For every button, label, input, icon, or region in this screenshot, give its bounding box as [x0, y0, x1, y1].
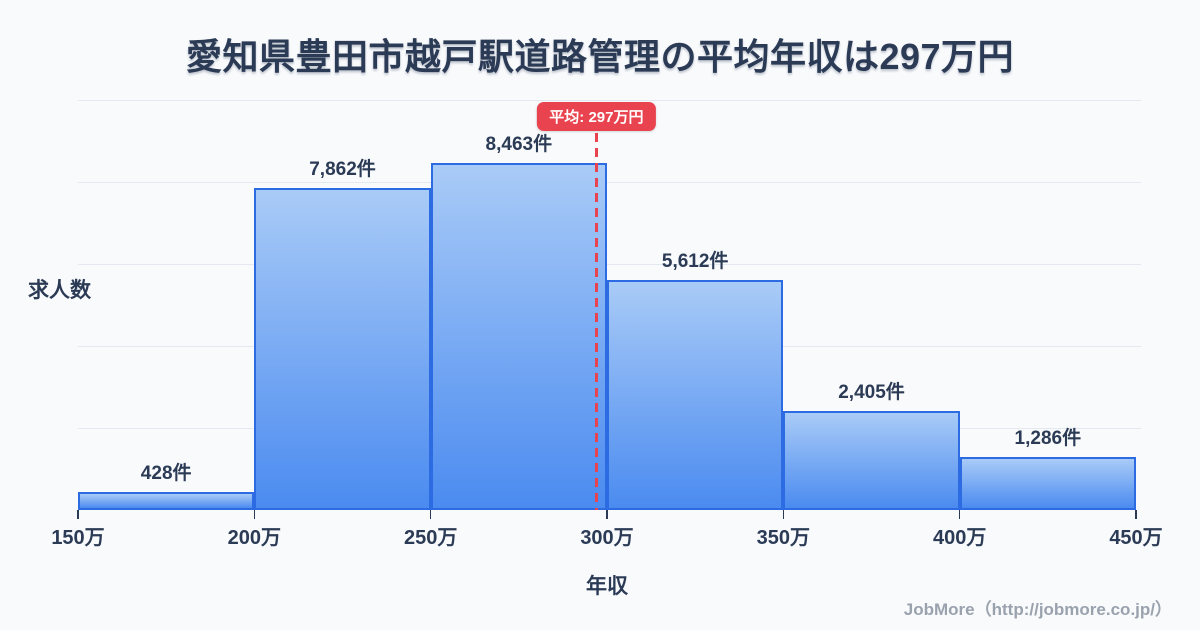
- histogram-bar: [607, 279, 784, 510]
- x-axis-title: 年収: [586, 575, 628, 598]
- y-axis-title: 求人数: [28, 279, 91, 302]
- x-tick-label: 150万: [51, 527, 105, 549]
- histogram-bar: [78, 492, 255, 510]
- x-axis-tick: [782, 510, 785, 519]
- mean-value-badge: 平均: 297万円: [537, 102, 656, 131]
- x-axis-tick: [606, 510, 608, 519]
- x-tick-label: 400万: [932, 527, 987, 549]
- x-tick-label: 200万: [227, 527, 282, 549]
- x-axis-tick: [77, 510, 79, 519]
- histogram-bar: [783, 411, 960, 510]
- bar-value-label: 428件: [140, 463, 192, 485]
- histogram-bar: [959, 457, 1136, 510]
- x-axis-tick: [429, 510, 432, 519]
- gridline: [78, 100, 1141, 101]
- bar-value-label: 7,862件: [309, 158, 376, 180]
- bar-value-label: 8,463件: [485, 134, 553, 156]
- gridline: [78, 182, 1141, 183]
- x-tick-label: 450万: [1109, 527, 1163, 549]
- histogram-plot-area: 428件 7,862件 8,463件 5,612件 2,405件 1,286件 150万 20…: [51, 100, 1163, 549]
- x-axis-tick: [958, 510, 961, 519]
- x-tick-label: 250万: [403, 527, 458, 549]
- attribution-text: JobMore（http://jobmore.co.jp/）: [903, 600, 1172, 619]
- chart-title: 愛知県豊田市越戸駅道路管理の平均年収は297万円: [185, 36, 1015, 77]
- x-axis-tick: [253, 510, 256, 519]
- mean-dashed-line: [594, 133, 599, 510]
- bar-value-label: 2,405件: [838, 382, 905, 404]
- histogram-bar: [430, 163, 607, 510]
- x-tick-label: 300万: [580, 527, 634, 549]
- x-axis-tick: [1135, 510, 1137, 519]
- histogram-bar: [254, 187, 431, 510]
- bar-value-label: 5,612件: [661, 250, 729, 272]
- gridline: [78, 264, 1141, 265]
- bar-value-label: 1,286件: [1014, 428, 1082, 450]
- x-tick-label: 350万: [756, 527, 811, 549]
